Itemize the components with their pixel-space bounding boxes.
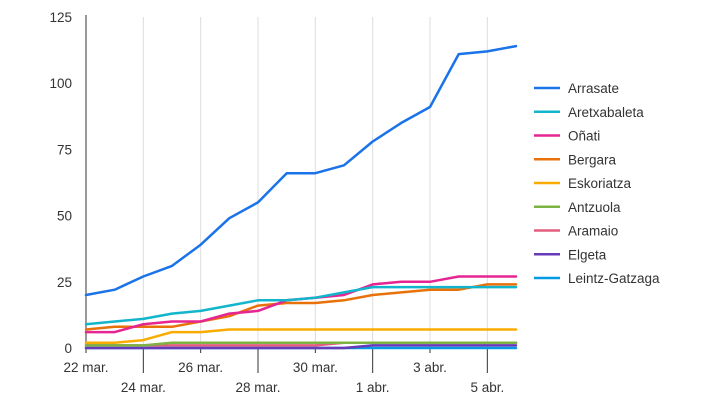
series-line-elgeta <box>84 344 518 350</box>
series-line-aretxabaleta <box>84 285 518 326</box>
legend-label: Bergara <box>568 152 617 167</box>
legend-label: Leintz-Gatzaga <box>568 271 660 286</box>
legend-label: Aramaio <box>568 224 618 239</box>
legend-label: Aretxabaleta <box>568 105 644 120</box>
series-line-arrasate <box>84 44 518 297</box>
series-line-o-ati <box>84 275 518 334</box>
y-tick-label: 75 <box>57 142 72 157</box>
y-tick-label: 125 <box>49 10 72 25</box>
x-tick-label: 26 mar. <box>178 360 223 375</box>
axis-layer: 0 25 50 75 100 125 22 mar. 24 mar. 26 mar. 28 mar… <box>49 10 516 395</box>
y-tick-label: 25 <box>57 275 72 290</box>
series-line-bergara <box>84 283 518 331</box>
x-tick-label: 22 mar. <box>63 360 108 375</box>
x-tick-label: 3 abr. <box>413 360 447 375</box>
x-tick-label: 24 mar. <box>121 380 166 395</box>
legend-label: Elgeta <box>568 247 607 262</box>
legend-label: Eskoriatza <box>568 176 632 191</box>
x-tick-label: 5 abr. <box>470 380 504 395</box>
legend: Arrasate Aretxabaleta Oñati Bergara Eskoriat… <box>534 81 660 286</box>
grid-layer <box>142 17 488 348</box>
y-tick-label: 50 <box>57 209 72 224</box>
series-layer <box>84 44 518 350</box>
y-tick-label: 0 <box>64 341 72 356</box>
x-tick-label: 28 mar. <box>235 380 280 395</box>
x-tick-label: 30 mar. <box>293 360 338 375</box>
y-tick-label: 100 <box>49 76 72 91</box>
x-tick-label: 1 abr. <box>356 380 390 395</box>
legend-label: Antzuola <box>568 200 621 215</box>
series-line-antzuola <box>84 341 518 347</box>
legend-label: Oñati <box>568 129 600 144</box>
series-line-eskoriatza <box>84 328 518 344</box>
legend-label: Arrasate <box>568 81 619 96</box>
